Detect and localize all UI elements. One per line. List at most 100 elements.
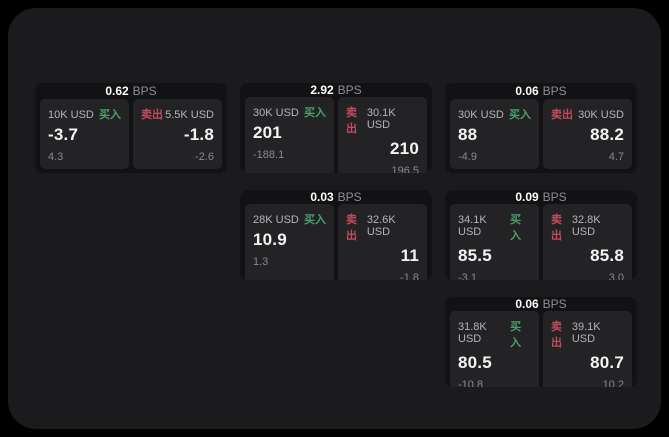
sell-price: -1.8 (183, 125, 214, 144)
sell-size: 32.6K USD (366, 214, 396, 238)
bps-value: 0.06 (515, 297, 539, 311)
panels: 28K USD 买入 10.9 1.3 卖出 32.6K USD 11 -1.8 (240, 204, 432, 280)
buy-price: 201 (253, 123, 282, 142)
panel-top: 卖出 39.1K USD (551, 318, 624, 350)
buy-delta: -4.9 (458, 151, 477, 163)
sell-delta: 4.7 (608, 151, 624, 163)
bps-value: 0.62 (105, 84, 129, 98)
sell-delta: 196.5 (391, 165, 419, 173)
bps-unit: BPS (132, 84, 157, 98)
buy-label: 买入 (99, 109, 121, 121)
card-header: 0.03 BPS (240, 190, 432, 204)
buy-price: -3.7 (48, 125, 79, 144)
buy-price: 10.9 (253, 230, 287, 249)
buy-size: 10K USD (48, 109, 94, 121)
card-header: 0.06 BPS (445, 83, 637, 99)
quotes-container: 0.62 BPS 10K USD 买入 -3.7 4.3 卖出 5.5K USD (8, 8, 661, 429)
sell-panel[interactable]: 卖出 5.5K USD -1.8 -2.6 (133, 99, 222, 169)
sell-delta: -1.8 (400, 272, 419, 280)
bps-unit: BPS (542, 297, 567, 311)
panel-top: 30K USD 买入 (458, 106, 531, 122)
buy-size: 30K USD (458, 109, 504, 121)
sell-panel[interactable]: 卖出 32.8K USD 85.8 3.0 (543, 204, 632, 280)
buy-label: 买入 (304, 214, 326, 226)
quote-card: 0.06 BPS 30K USD 买入 88 -4.9 卖出 30K USD (445, 83, 637, 173)
sell-label: 卖出 (346, 107, 357, 135)
sell-label: 卖出 (551, 321, 562, 349)
bps-value: 0.03 (310, 190, 334, 204)
sell-price: 88.2 (590, 125, 624, 144)
panel-top: 卖出 32.6K USD (346, 211, 419, 243)
buy-panel[interactable]: 34.1K USD 买入 85.5 -3.1 (450, 204, 539, 280)
panel-top: 34.1K USD 买入 (458, 211, 531, 243)
card-header: 0.09 BPS (445, 190, 637, 204)
quote-card: 0.06 BPS 31.8K USD 买入 80.5 -10.8 卖出 39.1… (445, 297, 637, 387)
sell-delta: 10.2 (602, 379, 624, 387)
buy-label: 买入 (510, 321, 522, 349)
bps-unit: BPS (542, 84, 567, 98)
sell-label: 卖出 (346, 214, 357, 242)
sell-price: 210 (390, 139, 419, 158)
panel-top: 卖出 30K USD (551, 106, 624, 122)
sell-panel[interactable]: 卖出 39.1K USD 80.7 10.2 (543, 311, 632, 387)
quotes-grid: 0.62 BPS 10K USD 买入 -3.7 4.3 卖出 5.5K USD (35, 83, 637, 387)
sell-delta: 3.0 (608, 272, 624, 280)
sell-panel[interactable]: 卖出 30K USD 88.2 4.7 (543, 99, 632, 169)
panels: 34.1K USD 买入 85.5 -3.1 卖出 32.8K USD 85.8… (445, 204, 637, 280)
bps-unit: BPS (337, 83, 362, 97)
sell-size: 5.5K USD (165, 109, 214, 121)
buy-delta: 1.3 (253, 256, 269, 268)
panel-top: 28K USD 买入 (253, 211, 326, 227)
sell-price: 80.7 (590, 353, 624, 372)
sell-price: 85.8 (590, 246, 624, 265)
card-header: 2.92 BPS (240, 83, 432, 97)
buy-panel[interactable]: 10K USD 买入 -3.7 4.3 (40, 99, 129, 169)
bps-unit: BPS (542, 190, 567, 204)
sell-label: 卖出 (551, 214, 562, 242)
panels: 30K USD 买入 88 -4.9 卖出 30K USD 88.2 4.7 (445, 99, 637, 173)
bps-value: 0.06 (515, 84, 539, 98)
bps-value: 2.92 (310, 83, 334, 97)
panels: 30K USD 买入 201 -188.1 卖出 30.1K USD 210 1… (240, 97, 432, 173)
buy-size: 28K USD (253, 214, 299, 226)
buy-size: 31.8K USD (458, 321, 487, 345)
buy-size: 30K USD (253, 107, 299, 119)
sell-size: 30.1K USD (366, 107, 396, 131)
sell-size: 39.1K USD (571, 321, 601, 345)
buy-delta: 4.3 (48, 151, 64, 163)
sell-delta: -2.6 (195, 151, 214, 163)
buy-price: 85.5 (458, 246, 492, 265)
bps-unit: BPS (337, 190, 362, 204)
buy-price: 80.5 (458, 353, 492, 372)
quote-card: 0.03 BPS 28K USD 买入 10.9 1.3 卖出 32.6K US… (240, 190, 432, 280)
panel-top: 31.8K USD 买入 (458, 318, 531, 350)
sell-size: 32.8K USD (571, 214, 601, 238)
sell-panel[interactable]: 卖出 30.1K USD 210 196.5 (338, 97, 427, 173)
sell-panel[interactable]: 卖出 32.6K USD 11 -1.8 (338, 204, 427, 280)
buy-panel[interactable]: 28K USD 买入 10.9 1.3 (245, 204, 334, 280)
card-header: 0.62 BPS (35, 83, 227, 99)
buy-panel[interactable]: 31.8K USD 买入 80.5 -10.8 (450, 311, 539, 387)
card-header: 0.06 BPS (445, 297, 637, 311)
panel-top: 卖出 32.8K USD (551, 211, 624, 243)
buy-price: 88 (458, 125, 478, 144)
buy-label: 买入 (304, 107, 326, 119)
panel-top: 卖出 30.1K USD (346, 104, 419, 136)
quote-card: 0.62 BPS 10K USD 买入 -3.7 4.3 卖出 5.5K USD (35, 83, 227, 173)
quote-card: 2.92 BPS 30K USD 买入 201 -188.1 卖出 30.1K … (240, 83, 432, 173)
quote-card: 0.09 BPS 34.1K USD 买入 85.5 -3.1 卖出 32.8K… (445, 190, 637, 280)
panel-top: 10K USD 买入 (48, 106, 121, 122)
sell-label: 卖出 (551, 109, 573, 121)
buy-label: 买入 (509, 109, 531, 121)
buy-panel[interactable]: 30K USD 买入 201 -188.1 (245, 97, 334, 173)
panels: 31.8K USD 买入 80.5 -10.8 卖出 39.1K USD 80.… (445, 311, 637, 387)
panel-top: 30K USD 买入 (253, 104, 326, 120)
buy-delta: -3.1 (458, 272, 477, 280)
buy-size: 34.1K USD (458, 214, 487, 238)
panels: 10K USD 买入 -3.7 4.3 卖出 5.5K USD -1.8 -2.… (35, 99, 227, 173)
sell-label: 卖出 (141, 109, 163, 121)
buy-panel[interactable]: 30K USD 买入 88 -4.9 (450, 99, 539, 169)
buy-delta: -188.1 (253, 149, 285, 161)
sell-size: 30K USD (578, 109, 624, 121)
bps-value: 0.09 (515, 190, 539, 204)
